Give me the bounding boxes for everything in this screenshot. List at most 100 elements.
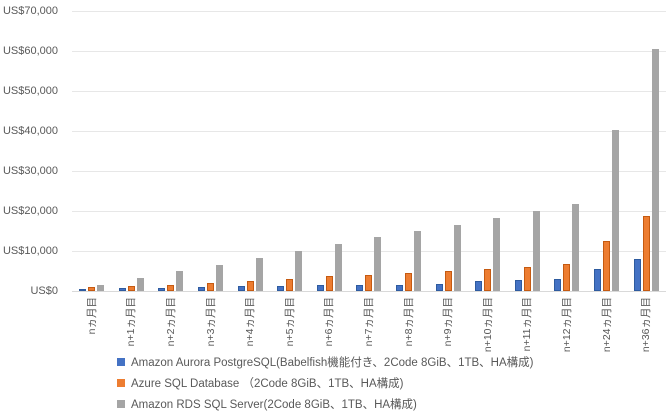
bar-aurora bbox=[475, 281, 483, 291]
bar-rds bbox=[612, 130, 620, 291]
y-axis-tick-label: US$50,000 bbox=[2, 85, 58, 97]
bar-group bbox=[230, 11, 270, 291]
bar-group bbox=[547, 11, 587, 291]
bar-aurora bbox=[79, 289, 87, 291]
y-axis-tick-label: US$70,000 bbox=[2, 5, 58, 17]
x-axis-tick-label: n+9ヵ月目 bbox=[442, 297, 454, 347]
y-axis-tick-label: US$30,000 bbox=[2, 165, 58, 177]
bar-aurora bbox=[514, 280, 522, 291]
bar-rds bbox=[136, 278, 144, 291]
bar-rds bbox=[414, 231, 422, 291]
legend-series-label: Amazon Aurora PostgreSQL(Babelfish機能付き、2… bbox=[131, 356, 534, 369]
bar-azure bbox=[207, 283, 215, 291]
bar-aurora bbox=[396, 285, 404, 291]
gridline bbox=[72, 51, 666, 52]
bar-aurora bbox=[198, 287, 206, 291]
legend: Amazon Aurora PostgreSQL(Babelfish機能付き、2… bbox=[117, 351, 533, 413]
y-axis-tick-label: US$10,000 bbox=[2, 245, 58, 257]
gridline bbox=[72, 91, 666, 92]
bar-azure bbox=[127, 286, 135, 291]
y-axis-tick-label: US$20,000 bbox=[2, 205, 58, 217]
bar-group bbox=[191, 11, 231, 291]
bar-aurora bbox=[435, 284, 443, 291]
bar-group bbox=[468, 11, 508, 291]
x-axis-tick-label: n+2ヵ月目 bbox=[165, 297, 177, 347]
bar-rds bbox=[453, 225, 461, 291]
gridline bbox=[72, 11, 666, 12]
bar-rds bbox=[176, 271, 184, 291]
bar-azure bbox=[325, 276, 333, 291]
x-axis-tick-label: n+4ヵ月目 bbox=[244, 297, 256, 347]
bar-group bbox=[270, 11, 310, 291]
legend-color-swatch bbox=[117, 357, 125, 366]
bar-aurora bbox=[316, 285, 324, 291]
legend-color-swatch bbox=[117, 399, 125, 408]
bar-group bbox=[389, 11, 429, 291]
gridline bbox=[72, 171, 666, 172]
bar-rds bbox=[334, 244, 342, 291]
bar-aurora bbox=[237, 286, 245, 291]
legend-series-label: Azure SQL Database （2Code 8GiB、1TB、HA構成) bbox=[131, 377, 404, 390]
gridline bbox=[72, 211, 666, 212]
bar-rds bbox=[97, 285, 105, 291]
x-axis-tick-label: nヵ月目 bbox=[86, 297, 98, 335]
bar-group bbox=[72, 11, 112, 291]
gridline bbox=[72, 251, 666, 252]
bar-aurora bbox=[594, 269, 602, 291]
bar-azure bbox=[88, 287, 96, 291]
bar-azure bbox=[286, 279, 294, 291]
bar-group bbox=[508, 11, 548, 291]
legend-item: Azure SQL Database （2Code 8GiB、1TB、HA構成) bbox=[117, 372, 533, 393]
x-axis-tick-label: n+12ヵ月目 bbox=[561, 297, 573, 353]
bar-rds bbox=[572, 204, 580, 291]
y-axis-tick-label: US$40,000 bbox=[2, 125, 58, 137]
bar-aurora bbox=[633, 259, 641, 291]
x-axis-line bbox=[72, 291, 666, 292]
x-axis-tick-label: n+8ヵ月目 bbox=[403, 297, 415, 347]
legend-series-label: Amazon RDS SQL Server(2Code 8GiB、1TB、HA構… bbox=[131, 398, 417, 411]
x-axis-tick-label: n+24ヵ月目 bbox=[601, 297, 613, 353]
bar-group bbox=[587, 11, 627, 291]
bar-rds bbox=[493, 218, 501, 291]
bar-group bbox=[626, 11, 666, 291]
bar-rds bbox=[532, 211, 540, 291]
bar-azure bbox=[523, 267, 531, 291]
bar-group bbox=[310, 11, 350, 291]
bar-azure bbox=[405, 273, 413, 291]
bar-rds bbox=[295, 251, 303, 291]
x-axis-tick-label: n+3ヵ月目 bbox=[205, 297, 217, 347]
x-axis-tick-label: n+7ヵ月目 bbox=[363, 297, 375, 347]
x-axis-tick-label: n+11ヵ月目 bbox=[521, 297, 533, 352]
bar-azure bbox=[444, 271, 452, 291]
bar-azure bbox=[642, 216, 650, 291]
legend-item: Amazon RDS SQL Server(2Code 8GiB、1TB、HA構… bbox=[117, 393, 533, 413]
bar-azure bbox=[484, 269, 492, 291]
bar-group bbox=[151, 11, 191, 291]
x-axis-tick-label: n+10ヵ月目 bbox=[482, 297, 494, 353]
bar-aurora bbox=[554, 279, 562, 291]
x-axis-tick-label: n+6ヵ月目 bbox=[323, 297, 335, 347]
bar-rds bbox=[216, 265, 224, 291]
bar-azure bbox=[167, 285, 175, 291]
y-axis-tick-label: US$60,000 bbox=[2, 45, 58, 57]
x-axis-tick-label: n+1ヵ月目 bbox=[125, 297, 137, 347]
bar-aurora bbox=[277, 286, 285, 291]
x-axis-tick-label: n+36ヵ月目 bbox=[640, 297, 652, 353]
y-axis-tick-label: US$0 bbox=[30, 285, 58, 297]
bar-azure bbox=[365, 275, 373, 291]
gridline bbox=[72, 131, 666, 132]
bar-azure bbox=[603, 241, 611, 291]
x-axis-tick-label: n+5ヵ月目 bbox=[284, 297, 296, 347]
bar-aurora bbox=[118, 288, 126, 291]
bar-aurora bbox=[356, 285, 364, 291]
bar-azure bbox=[563, 264, 571, 291]
bar-group bbox=[428, 11, 468, 291]
legend-item: Amazon Aurora PostgreSQL(Babelfish機能付き、2… bbox=[117, 351, 533, 372]
bar-group bbox=[349, 11, 389, 291]
bar-azure bbox=[246, 281, 254, 291]
bar-rds bbox=[255, 258, 263, 291]
legend-color-swatch bbox=[117, 378, 125, 387]
bar-rds bbox=[651, 49, 659, 291]
bar-rds bbox=[374, 237, 382, 291]
